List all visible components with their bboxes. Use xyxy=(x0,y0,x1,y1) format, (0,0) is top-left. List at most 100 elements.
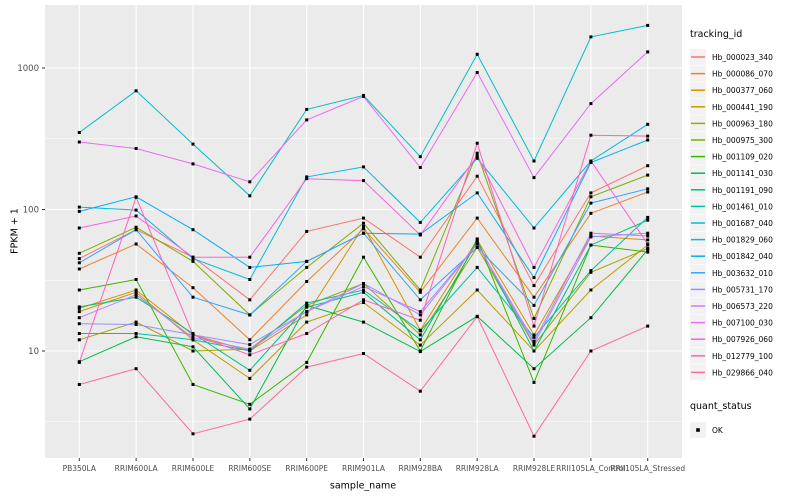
data-point xyxy=(589,201,593,205)
data-point xyxy=(305,301,309,305)
data-point xyxy=(134,195,138,199)
data-point xyxy=(418,338,422,342)
data-point xyxy=(191,295,195,299)
data-point xyxy=(134,367,138,371)
data-point xyxy=(134,335,138,339)
data-point xyxy=(532,265,536,269)
data-point xyxy=(305,265,309,269)
data-point xyxy=(475,237,479,241)
data-point xyxy=(418,329,422,333)
data-point xyxy=(646,215,650,219)
data-point xyxy=(418,310,422,314)
legend-item-Hb_003632_010: Hb_003632_010 xyxy=(690,264,773,281)
legend-label: Hb_001842_040 xyxy=(712,252,773,261)
data-point xyxy=(532,303,536,307)
data-point xyxy=(191,383,195,386)
data-point xyxy=(475,174,479,178)
legend-label: Hb_001687_040 xyxy=(712,219,773,228)
data-point xyxy=(305,310,309,314)
data-point xyxy=(646,134,650,138)
data-point xyxy=(248,313,252,317)
legend-label: Hb_006573_220 xyxy=(712,302,773,311)
data-point xyxy=(362,320,365,324)
x-tick-label: RRII105LA_Control xyxy=(556,464,626,473)
legend-item-Hb_000441_190: Hb_000441_190 xyxy=(690,98,773,115)
legend-item-Hb_001842_040: Hb_001842_040 xyxy=(690,248,773,265)
legend-label: Hb_001829_060 xyxy=(712,236,773,245)
data-point xyxy=(646,234,650,238)
data-point xyxy=(532,342,536,346)
legend-label: Hb_001461_010 xyxy=(712,202,773,211)
data-point xyxy=(134,293,138,297)
data-point xyxy=(248,376,252,380)
data-point xyxy=(362,227,365,231)
x-tick-label: RRIM928LE xyxy=(513,464,556,473)
data-point xyxy=(589,133,593,137)
data-point xyxy=(646,187,650,191)
data-point xyxy=(191,336,195,340)
legend-item-Hb_006573_220: Hb_006573_220 xyxy=(690,298,773,314)
legend-label: Hb_000441_190 xyxy=(712,103,773,112)
data-point xyxy=(248,194,252,198)
data-point xyxy=(134,320,138,324)
data-point xyxy=(589,102,593,106)
legend-item-Hb_000963_180: Hb_000963_180 xyxy=(690,115,773,132)
data-point xyxy=(475,245,479,249)
data-point xyxy=(77,226,81,230)
data-point xyxy=(589,270,593,274)
data-point xyxy=(362,290,365,294)
data-point xyxy=(77,360,81,364)
data-point xyxy=(248,298,252,302)
legend-item-Hb_007926_060: Hb_007926_060 xyxy=(690,331,773,348)
data-point xyxy=(248,417,252,421)
data-point xyxy=(248,402,252,406)
x-tick-label: RRIM600LE xyxy=(172,464,215,473)
data-point xyxy=(362,224,365,228)
x-tick-label: RRII105LA_Stressed xyxy=(610,464,685,473)
legend-label: Hb_003632_010 xyxy=(712,269,773,278)
data-point xyxy=(418,350,422,354)
data-point xyxy=(305,320,309,324)
data-point xyxy=(646,248,650,252)
data-point xyxy=(305,259,309,263)
data-point xyxy=(362,298,365,302)
data-point xyxy=(475,71,479,74)
legend-item-Hb_000086_070: Hb_000086_070 xyxy=(690,65,773,82)
data-point xyxy=(418,333,422,337)
data-point xyxy=(589,211,593,215)
y-tick-label: 1000 xyxy=(17,64,39,74)
data-point xyxy=(134,214,138,218)
data-point xyxy=(305,229,309,233)
data-point xyxy=(305,313,309,317)
data-point xyxy=(646,218,650,222)
data-point xyxy=(475,240,479,244)
data-point xyxy=(305,177,309,181)
data-point xyxy=(248,180,252,184)
data-point xyxy=(532,284,536,288)
data-point xyxy=(589,231,593,235)
legend-item-Hb_007100_030: Hb_007100_030 xyxy=(690,314,773,331)
y-axis-title: FPKM + 1 xyxy=(9,208,21,254)
legend-label: Hb_001109_020 xyxy=(712,153,773,162)
data-point xyxy=(418,255,422,259)
data-point xyxy=(475,288,479,292)
legend-item-Hb_001141_030: Hb_001141_030 xyxy=(690,165,773,182)
legend-quant-status-title: quant_status xyxy=(690,401,752,412)
x-tick-label: RRIM600LA xyxy=(115,464,159,473)
legend-label: Hb_000963_180 xyxy=(712,119,773,128)
data-point xyxy=(248,278,252,281)
data-point xyxy=(418,298,422,302)
data-point xyxy=(475,315,479,319)
data-point xyxy=(77,383,81,386)
legend-label: Hb_029866_040 xyxy=(712,368,773,377)
data-point xyxy=(77,261,81,265)
legend-label: OK xyxy=(712,426,724,435)
data-point xyxy=(248,347,252,351)
data-point xyxy=(418,343,422,347)
legend-key-square xyxy=(696,428,700,432)
data-point xyxy=(475,52,479,56)
data-point xyxy=(77,209,81,213)
data-point xyxy=(134,242,138,246)
legend-label: Hb_000975_300 xyxy=(712,136,773,145)
data-point xyxy=(532,434,536,438)
